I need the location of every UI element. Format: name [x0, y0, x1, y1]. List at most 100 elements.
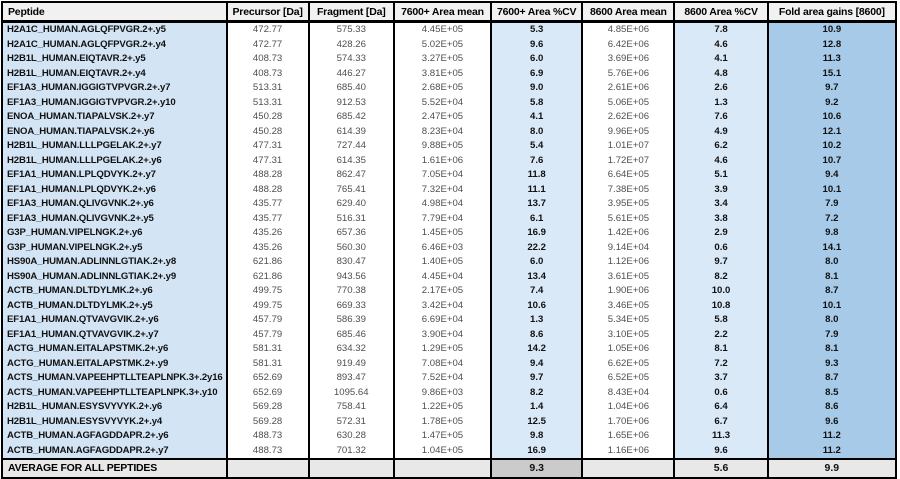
fragment-cell: 943.56 [307, 269, 395, 284]
area-cv-8600-cell: 4.6 [673, 153, 769, 168]
table-row: ACTS_HUMAN.VAPEEHPTLLTEAPLNPK.3+.2y16 652… [1, 371, 898, 386]
area-mean-7600-cell: 5.02E+05 [392, 37, 493, 52]
fold-area-gain-cell: 9.6 [766, 414, 898, 429]
area-cv-8600-cell: 3.4 [673, 197, 769, 212]
area-mean-7600-cell: 3.81E+05 [392, 66, 493, 81]
precursor-cell: 450.28 [225, 110, 310, 125]
area-mean-7600-cell: 7.05E+04 [392, 168, 493, 183]
table-row: HS90A_HUMAN.ADLINNLGTIAK.2+.y9 621.86 943.… [1, 269, 898, 284]
area-cv-8600-cell: 0.6 [673, 385, 769, 400]
area-mean-7600-cell: 7.08E+04 [392, 356, 493, 371]
precursor-cell: 581.31 [225, 356, 310, 371]
area-cv-7600-cell: 9.7 [490, 371, 584, 386]
fold-area-gain-cell: 9.2 [766, 95, 898, 110]
column-header-8600-area-mean: 8600 Area mean [581, 2, 676, 23]
area-cv-7600-cell: 11.8 [490, 168, 584, 183]
area-cv-7600-cell: 9.6 [490, 37, 584, 52]
area-cv-8600-cell: 2.2 [673, 327, 769, 342]
area-cv-7600-cell: 6.1 [490, 211, 584, 226]
precursor-cell: 488.73 [225, 429, 310, 444]
peptide-cell: H2B1L_HUMAN.LLLPGELAK.2+.y7 [1, 139, 228, 154]
area-mean-7600-cell: 7.79E+04 [392, 211, 493, 226]
area-cv-7600-cell: 6.0 [490, 255, 584, 270]
fragment-cell: 727.44 [307, 139, 395, 154]
area-mean-7600-cell: 7.52E+04 [392, 371, 493, 386]
fold-area-gain-cell: 10.1 [766, 182, 898, 197]
table-row: HS90A_HUMAN.ADLINNLGTIAK.2+.y8 621.86 830.… [1, 255, 898, 270]
area-cv-7600-cell: 7.6 [490, 153, 584, 168]
area-cv-7600-cell: 8.6 [490, 327, 584, 342]
table-row: G3P_HUMAN.VIPELNGK.2+.y5 435.26 560.30 6.46… [1, 240, 898, 255]
area-mean-7600-cell: 2.17E+05 [392, 284, 493, 299]
fold-area-gain-cell: 8.7 [766, 284, 898, 299]
fragment-cell: 1095.64 [307, 385, 395, 400]
table-row: ACTB_HUMAN.DLTDYLMK.2+.y5 499.75 669.33 3.4… [1, 298, 898, 313]
table-row: EF1A3_HUMAN.QLIVGVNK.2+.y5 435.77 516.31 7.… [1, 211, 898, 226]
area-mean-7600-cell: 3.27E+05 [392, 52, 493, 67]
peptide-cell: EF1A1_HUMAN.LPLQDVYK.2+.y7 [1, 168, 228, 183]
precursor-cell: 435.26 [225, 226, 310, 241]
peptide-cell: H2A1C_HUMAN.AGLQFPVGR.2+.y4 [1, 37, 228, 52]
area-cv-7600-cell: 7.4 [490, 284, 584, 299]
peptide-cell: EF1A1_HUMAN.QTVAVGVIK.2+.y6 [1, 313, 228, 328]
fold-area-gain-cell: 8.0 [766, 313, 898, 328]
area-mean-7600-cell: 1.78E+05 [392, 414, 493, 429]
average-precursor-cell [225, 458, 310, 478]
area-mean-8600-cell: 3.61E+05 [581, 269, 676, 284]
area-mean-7600-cell: 2.47E+05 [392, 110, 493, 125]
fragment-cell: 770.38 [307, 284, 395, 299]
area-cv-8600-cell: 8.1 [673, 342, 769, 357]
precursor-cell: 488.73 [225, 443, 310, 459]
area-cv-8600-cell: 6.7 [673, 414, 769, 429]
area-cv-7600-cell: 8.2 [490, 385, 584, 400]
fold-area-gain-cell: 12.8 [766, 37, 898, 52]
area-mean-7600-cell: 1.47E+05 [392, 429, 493, 444]
area-cv-8600-cell: 4.1 [673, 52, 769, 67]
table-row: ACTS_HUMAN.VAPEEHPTLLTEAPLNPK.3+.y10 652.… [1, 385, 898, 400]
fold-area-gain-cell: 7.9 [766, 327, 898, 342]
area-mean-8600-cell: 1.70E+06 [581, 414, 676, 429]
precursor-cell: 569.28 [225, 414, 310, 429]
area-mean-8600-cell: 1.65E+06 [581, 429, 676, 444]
area-cv-7600-cell: 16.9 [490, 443, 584, 459]
column-header-fold-area-gains: Fold area gains [8600] [766, 2, 898, 23]
area-mean-8600-cell: 3.95E+05 [581, 197, 676, 212]
area-mean-8600-cell: 1.42E+06 [581, 226, 676, 241]
peptide-cell: ACTS_HUMAN.VAPEEHPTLLTEAPLNPK.3+.y10 [1, 385, 228, 400]
table-row: EF1A3_HUMAN.IGGIGTVPVGR.2+.y7 513.31 685.4… [1, 81, 898, 96]
fold-area-gain-cell: 9.4 [766, 168, 898, 183]
fold-area-gain-cell: 10.1 [766, 298, 898, 313]
fragment-cell: 685.46 [307, 327, 395, 342]
area-mean-8600-cell: 1.16E+06 [581, 443, 676, 459]
fold-area-gain-cell: 9.3 [766, 356, 898, 371]
area-cv-7600-cell: 6.0 [490, 52, 584, 67]
precursor-cell: 408.73 [225, 66, 310, 81]
fold-area-gain-cell: 11.2 [766, 429, 898, 444]
area-cv-7600-cell: 16.9 [490, 226, 584, 241]
average-label-cell: AVERAGE FOR ALL PEPTIDES [1, 458, 228, 478]
peptide-cell: ENOA_HUMAN.TIAPALVSK.2+.y6 [1, 124, 228, 139]
area-mean-8600-cell: 1.01E+07 [581, 139, 676, 154]
precursor-cell: 477.31 [225, 153, 310, 168]
fragment-cell: 862.47 [307, 168, 395, 183]
fragment-cell: 758.41 [307, 400, 395, 415]
fragment-cell: 629.40 [307, 197, 395, 212]
peptide-cell: G3P_HUMAN.VIPELNGK.2+.y6 [1, 226, 228, 241]
peptide-cell: H2B1L_HUMAN.EIQTAVR.2+.y5 [1, 52, 228, 67]
fold-area-gain-cell: 8.5 [766, 385, 898, 400]
area-mean-8600-cell: 5.61E+05 [581, 211, 676, 226]
area-cv-8600-cell: 4.9 [673, 124, 769, 139]
area-cv-7600-cell: 12.5 [490, 414, 584, 429]
precursor-cell: 652.69 [225, 371, 310, 386]
column-header-peptide: Peptide [1, 2, 228, 23]
area-cv-8600-cell: 4.8 [673, 66, 769, 81]
table-footer: AVERAGE FOR ALL PEPTIDES 9.3 5.6 9.9 [1, 458, 898, 478]
precursor-cell: 477.31 [225, 139, 310, 154]
area-mean-8600-cell: 2.62E+06 [581, 110, 676, 125]
table-row: EF1A3_HUMAN.IGGIGTVPVGR.2+.y10 513.31 912.… [1, 95, 898, 110]
fragment-cell: 634.32 [307, 342, 395, 357]
precursor-cell: 457.79 [225, 313, 310, 328]
peptide-cell: H2B1L_HUMAN.ESYSVYVYK.2+.y4 [1, 414, 228, 429]
area-cv-8600-cell: 2.6 [673, 81, 769, 96]
area-cv-7600-cell: 9.0 [490, 81, 584, 96]
